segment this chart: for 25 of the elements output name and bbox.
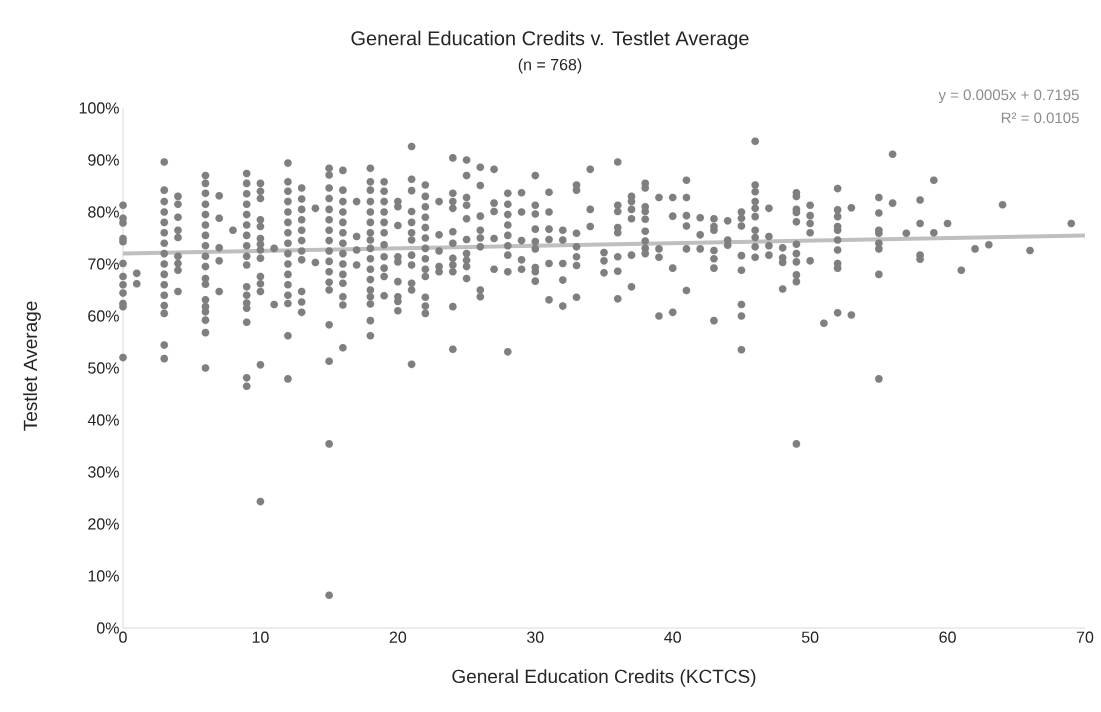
x-tick-label: 70	[1076, 631, 1094, 643]
x-tick-label: 40	[664, 631, 681, 643]
y-tick-label: 80%	[88, 206, 119, 218]
y-tick-label: 30%	[88, 466, 119, 478]
annotation: R² = 0.0105	[1001, 112, 1079, 124]
x-tick-label: 0	[119, 631, 127, 643]
text: y = 0.0005x + 0.7195	[938, 89, 1079, 104]
y-tick-label: 100%	[79, 102, 119, 114]
x-tick-label: 30	[527, 631, 544, 643]
y-tick-label: 20%	[88, 518, 119, 530]
x-axis-title: General Education Credits (KCTCS)	[452, 669, 756, 687]
y-tick-label: 0%	[96, 622, 119, 634]
y-tick-label: 10%	[88, 570, 119, 582]
y-tick-label: 40%	[87, 414, 119, 426]
y-tick-label: 90%	[88, 154, 119, 166]
x-tick-label: 50	[801, 631, 819, 643]
chart-subtitle: (n = 768)	[518, 58, 582, 74]
chart-title: General Education Credits v. Testlet Average	[351, 30, 749, 50]
x-tick-label: 10	[252, 631, 269, 643]
y-tick-label: 70%	[88, 258, 119, 270]
y-axis-title: Testlet Average	[23, 301, 41, 431]
x-tick-label: 20	[389, 631, 407, 643]
y-tick-label: 50%	[88, 362, 119, 374]
x-tick-label: 60	[939, 631, 956, 643]
y-tick-label: 60%	[88, 310, 119, 322]
